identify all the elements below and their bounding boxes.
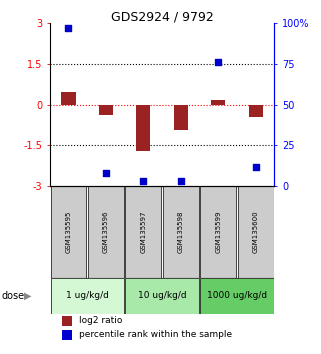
Bar xyxy=(126,186,161,278)
Point xyxy=(66,25,71,31)
Text: GSM135597: GSM135597 xyxy=(140,211,146,253)
Text: percentile rank within the sample: percentile rank within the sample xyxy=(79,330,232,339)
Text: GSM135595: GSM135595 xyxy=(65,211,72,253)
Bar xyxy=(62,330,72,340)
Text: 1 ug/kg/d: 1 ug/kg/d xyxy=(66,291,108,300)
Text: GSM135600: GSM135600 xyxy=(253,211,259,253)
Bar xyxy=(99,104,113,115)
Point xyxy=(178,178,183,184)
Bar xyxy=(248,104,263,117)
Bar xyxy=(174,104,188,130)
Bar xyxy=(200,278,274,314)
Text: ▶: ▶ xyxy=(24,291,31,301)
Title: GDS2924 / 9792: GDS2924 / 9792 xyxy=(111,10,213,23)
Text: 1000 ug/kg/d: 1000 ug/kg/d xyxy=(207,291,267,300)
Bar xyxy=(62,315,72,326)
Text: log2 ratio: log2 ratio xyxy=(79,316,122,325)
Text: GSM135599: GSM135599 xyxy=(215,211,221,253)
Bar xyxy=(163,186,199,278)
Text: GSM135596: GSM135596 xyxy=(103,211,109,253)
Bar xyxy=(136,104,151,151)
Bar xyxy=(211,101,225,104)
Bar xyxy=(126,278,199,314)
Point xyxy=(103,170,108,176)
Bar xyxy=(88,186,124,278)
Bar xyxy=(50,186,86,278)
Point xyxy=(141,178,146,184)
Bar xyxy=(50,278,124,314)
Point xyxy=(253,164,258,170)
Point xyxy=(216,59,221,65)
Bar xyxy=(200,186,236,278)
Text: GSM135598: GSM135598 xyxy=(178,211,184,253)
Text: 10 ug/kg/d: 10 ug/kg/d xyxy=(138,291,187,300)
Bar xyxy=(61,92,76,104)
Text: dose: dose xyxy=(2,291,25,301)
Bar xyxy=(238,186,274,278)
